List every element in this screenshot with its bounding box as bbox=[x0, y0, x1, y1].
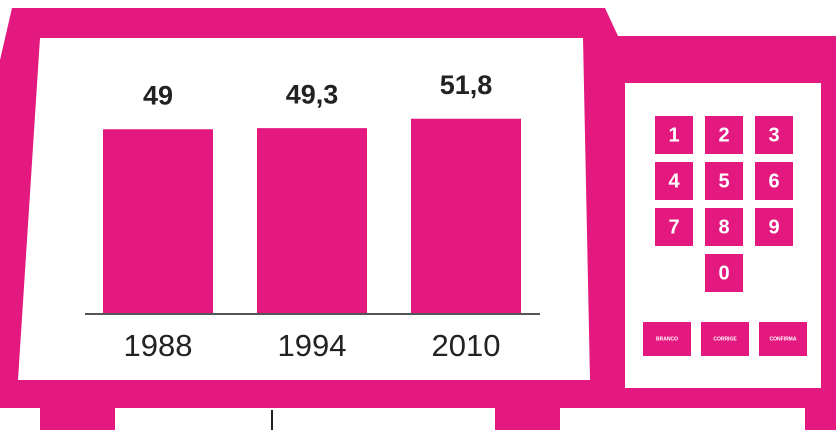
key bbox=[655, 116, 693, 154]
bar bbox=[411, 118, 521, 313]
key bbox=[755, 162, 793, 200]
x-tick-label: 2010 bbox=[432, 328, 501, 363]
key-label: 6 bbox=[768, 170, 779, 192]
x-tick-label: 1994 bbox=[278, 328, 347, 363]
key bbox=[705, 162, 743, 200]
bar bbox=[103, 129, 213, 313]
bar bbox=[257, 128, 367, 313]
key-label: 5 bbox=[718, 170, 729, 192]
key-label: 8 bbox=[718, 216, 729, 238]
x-tick-label: 1988 bbox=[124, 328, 193, 363]
key bbox=[755, 208, 793, 246]
key-label: 7 bbox=[668, 216, 679, 238]
key-label: 1 bbox=[668, 124, 679, 146]
key-label: 4 bbox=[668, 170, 680, 192]
floor bbox=[0, 408, 836, 430]
key-label: 3 bbox=[768, 124, 779, 146]
button bbox=[759, 322, 807, 356]
leg bbox=[40, 400, 115, 430]
value-label: 49,3 bbox=[286, 79, 339, 109]
key bbox=[705, 254, 743, 292]
leg bbox=[495, 400, 560, 430]
button-label: BRANCO bbox=[656, 336, 678, 342]
key bbox=[755, 116, 793, 154]
key-label: 2 bbox=[718, 124, 729, 146]
key bbox=[655, 162, 693, 200]
value-label: 49 bbox=[143, 80, 173, 110]
button bbox=[701, 322, 749, 356]
key bbox=[705, 116, 743, 154]
value-label: 51,8 bbox=[440, 70, 493, 100]
button-label: CORRIGE bbox=[713, 336, 737, 342]
button-label: CONFIRMA bbox=[770, 336, 797, 342]
button bbox=[643, 322, 691, 356]
leg bbox=[805, 400, 836, 430]
key-label: 0 bbox=[718, 262, 729, 284]
key bbox=[705, 208, 743, 246]
key bbox=[655, 208, 693, 246]
key-label: 9 bbox=[768, 216, 779, 238]
